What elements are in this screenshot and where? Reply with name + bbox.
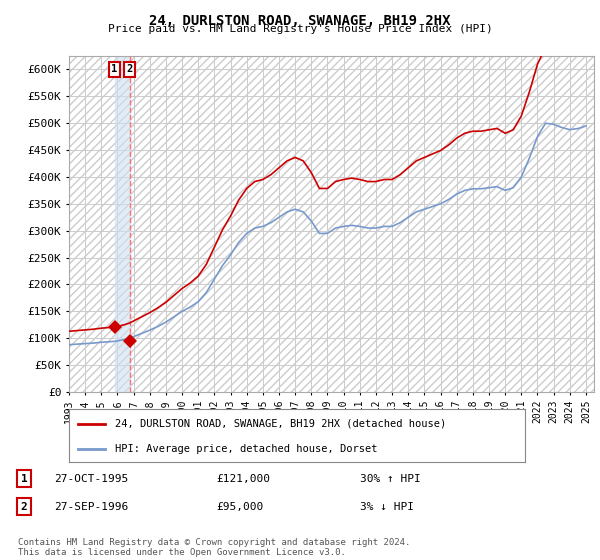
Text: HPI: Average price, detached house, Dorset: HPI: Average price, detached house, Dors… [115, 444, 377, 454]
Text: 30% ↑ HPI: 30% ↑ HPI [360, 474, 421, 484]
Text: 2: 2 [127, 64, 133, 74]
Bar [115, 56, 130, 392]
Text: Price paid vs. HM Land Registry's House Price Index (HPI): Price paid vs. HM Land Registry's House … [107, 24, 493, 34]
Text: 3% ↓ HPI: 3% ↓ HPI [360, 502, 414, 512]
Text: 24, DURLSTON ROAD, SWANAGE, BH19 2HX (detached house): 24, DURLSTON ROAD, SWANAGE, BH19 2HX (de… [115, 419, 446, 429]
Text: 27-OCT-1995: 27-OCT-1995 [54, 474, 128, 484]
Text: £95,000: £95,000 [216, 502, 263, 512]
Text: 24, DURLSTON ROAD, SWANAGE, BH19 2HX: 24, DURLSTON ROAD, SWANAGE, BH19 2HX [149, 14, 451, 28]
Text: 1: 1 [112, 64, 118, 74]
Text: Contains HM Land Registry data © Crown copyright and database right 2024.
This d: Contains HM Land Registry data © Crown c… [18, 538, 410, 557]
Text: £121,000: £121,000 [216, 474, 270, 484]
Text: 27-SEP-1996: 27-SEP-1996 [54, 502, 128, 512]
Text: 2: 2 [20, 502, 28, 512]
Text: 1: 1 [20, 474, 28, 484]
